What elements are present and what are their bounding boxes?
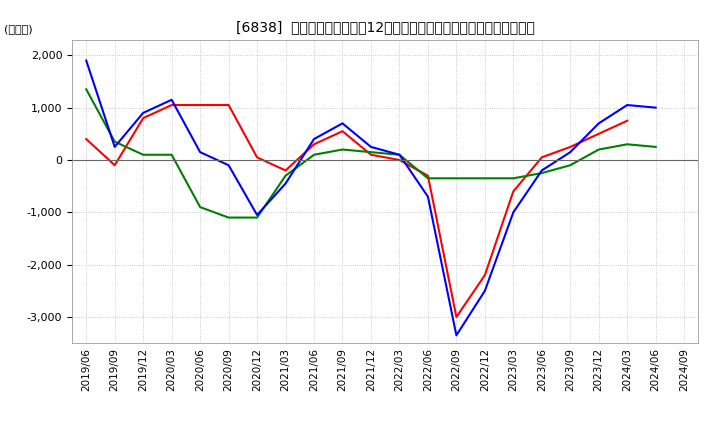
フリーCF xyxy=(366,144,375,150)
フリーCF xyxy=(652,105,660,110)
フリーCF xyxy=(310,136,318,142)
投賃CF xyxy=(196,205,204,210)
営業CF xyxy=(623,118,631,123)
投賃CF xyxy=(110,139,119,144)
フリーCF xyxy=(595,121,603,126)
投賃CF xyxy=(423,176,432,181)
営業CF xyxy=(452,315,461,320)
投賃CF xyxy=(225,215,233,220)
フリーCF xyxy=(452,333,461,338)
フリーCF xyxy=(225,163,233,168)
フリーCF xyxy=(196,150,204,155)
フリーCF xyxy=(338,121,347,126)
営業CF xyxy=(167,103,176,108)
投賃CF xyxy=(253,215,261,220)
営業CF xyxy=(225,103,233,108)
フリーCF xyxy=(480,288,489,293)
フリーCF xyxy=(110,144,119,150)
フリーCF xyxy=(566,150,575,155)
Y-axis label: (百万円): (百万円) xyxy=(4,23,33,33)
営業CF xyxy=(480,272,489,278)
投賃CF xyxy=(537,170,546,176)
投賃CF xyxy=(282,173,290,178)
営業CF xyxy=(282,168,290,173)
Line: 投賃CF: 投賃CF xyxy=(86,89,656,217)
営業CF xyxy=(509,189,518,194)
営業CF xyxy=(139,115,148,121)
Line: フリーCF: フリーCF xyxy=(86,61,656,335)
投賃CF xyxy=(509,176,518,181)
投賃CF xyxy=(310,152,318,158)
営業CF xyxy=(82,136,91,142)
フリーCF xyxy=(282,181,290,186)
フリーCF xyxy=(395,152,404,158)
営業CF xyxy=(595,131,603,136)
フリーCF xyxy=(82,58,91,63)
投賃CF xyxy=(395,152,404,158)
投賃CF xyxy=(338,147,347,152)
Line: 営業CF: 営業CF xyxy=(86,105,627,317)
投賃CF xyxy=(366,150,375,155)
投賃CF xyxy=(480,176,489,181)
フリーCF xyxy=(139,110,148,116)
フリーCF xyxy=(623,103,631,108)
投賃CF xyxy=(566,163,575,168)
投賃CF xyxy=(167,152,176,158)
営業CF xyxy=(310,142,318,147)
営業CF xyxy=(423,173,432,178)
投賃CF xyxy=(139,152,148,158)
営業CF xyxy=(566,144,575,150)
Title: [6838]  キャッシュフローの12か月移動合計の対前年同期増減額の推移: [6838] キャッシュフローの12か月移動合計の対前年同期増減額の推移 xyxy=(235,20,535,34)
投賃CF xyxy=(595,147,603,152)
営業CF xyxy=(196,103,204,108)
営業CF xyxy=(395,158,404,163)
フリーCF xyxy=(509,210,518,215)
投賃CF xyxy=(652,144,660,150)
フリーCF xyxy=(167,97,176,103)
フリーCF xyxy=(423,194,432,199)
営業CF xyxy=(537,155,546,160)
営業CF xyxy=(110,163,119,168)
投賃CF xyxy=(623,142,631,147)
営業CF xyxy=(338,128,347,134)
営業CF xyxy=(366,152,375,158)
フリーCF xyxy=(253,213,261,218)
営業CF xyxy=(253,155,261,160)
フリーCF xyxy=(537,168,546,173)
投賃CF xyxy=(452,176,461,181)
投賃CF xyxy=(82,87,91,92)
